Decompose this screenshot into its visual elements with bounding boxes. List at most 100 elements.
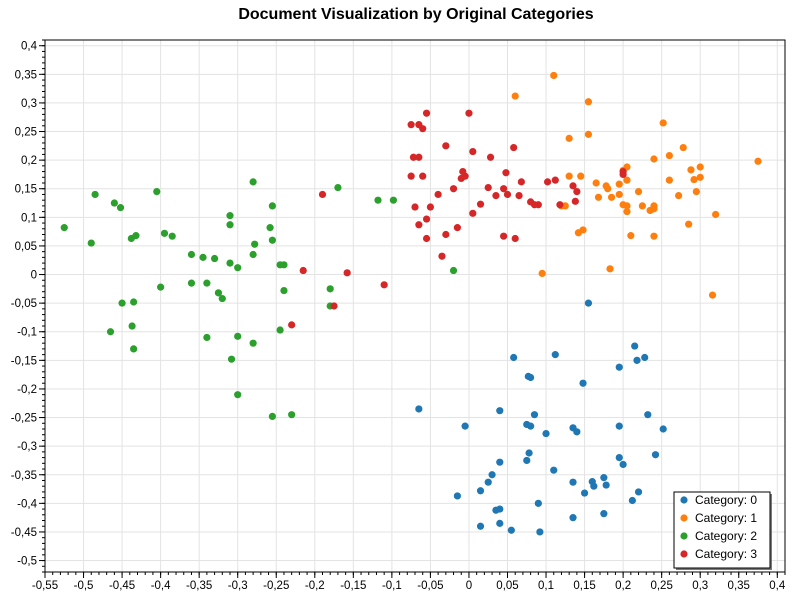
- data-point: [276, 326, 284, 334]
- y-tick-label: -0,5: [17, 556, 37, 568]
- data-point: [214, 289, 223, 297]
- data-point: [476, 487, 485, 495]
- data-point: [536, 528, 544, 536]
- y-tick-label: 0,4: [21, 41, 38, 53]
- data-point: [210, 254, 219, 263]
- data-point: [600, 474, 608, 482]
- data-point: [422, 215, 431, 223]
- y-tick-label: -0,3: [17, 441, 37, 453]
- data-point: [60, 224, 68, 232]
- data-point: [469, 147, 477, 156]
- data-point: [226, 212, 234, 220]
- data-point: [110, 199, 118, 207]
- data-point: [651, 451, 660, 459]
- legend-label: Category: 1: [695, 511, 757, 525]
- x-tick-label: 0,35: [728, 580, 750, 592]
- data-point: [569, 478, 577, 486]
- data-point: [500, 232, 508, 240]
- data-point: [453, 492, 461, 500]
- data-point: [326, 285, 334, 293]
- y-tick-label: -0,1: [17, 327, 37, 339]
- y-tick-label: 0: [31, 270, 37, 282]
- data-point: [665, 151, 673, 160]
- points-layer: [60, 71, 762, 536]
- data-point: [249, 250, 257, 259]
- data-point: [511, 234, 519, 243]
- data-point: [199, 253, 207, 261]
- data-point: [565, 172, 573, 180]
- y-tick-label: 0,25: [15, 127, 37, 139]
- data-point: [453, 224, 461, 232]
- data-point: [419, 172, 427, 180]
- data-point: [434, 190, 442, 199]
- series-3: [288, 109, 627, 329]
- data-point: [556, 201, 564, 209]
- data-point: [565, 134, 573, 142]
- data-point: [627, 232, 635, 240]
- data-point: [675, 191, 683, 200]
- data-point: [426, 203, 435, 211]
- data-point: [594, 193, 603, 201]
- data-point: [502, 169, 510, 177]
- x-tick-label: -0,3: [228, 580, 248, 592]
- data-point: [249, 178, 257, 186]
- data-point: [633, 356, 641, 364]
- data-point: [469, 209, 477, 217]
- x-tick-label: -0,55: [32, 580, 58, 592]
- legend: Category: 0 Category: 1 Category: 2 Categor…: [673, 491, 772, 570]
- data-point: [334, 183, 342, 192]
- data-point: [449, 185, 458, 193]
- data-point: [534, 201, 542, 209]
- y-tick-label: 0,05: [15, 241, 37, 253]
- data-point: [496, 458, 504, 466]
- data-point: [411, 203, 419, 211]
- data-point: [484, 478, 492, 486]
- y-tick-label: -0,15: [11, 355, 37, 367]
- data-point: [288, 411, 296, 419]
- data-point: [118, 299, 126, 307]
- data-point: [449, 266, 458, 275]
- data-point: [646, 206, 654, 215]
- x-tick-label: 0: [466, 580, 472, 592]
- y-tick-label: 0,15: [15, 184, 37, 196]
- series-1: [511, 71, 762, 299]
- data-point: [615, 363, 623, 371]
- data-point: [569, 514, 577, 522]
- data-point: [628, 496, 636, 505]
- data-point: [619, 170, 627, 179]
- x-tick-label: -0,05: [417, 580, 443, 592]
- data-point: [280, 261, 288, 269]
- data-point: [696, 163, 704, 171]
- data-point: [187, 279, 196, 287]
- data-point: [442, 142, 450, 150]
- data-point: [415, 221, 423, 229]
- data-point: [584, 98, 593, 106]
- data-point: [696, 173, 704, 181]
- data-point: [659, 119, 667, 127]
- legend-marker: [680, 550, 688, 558]
- data-point: [530, 411, 539, 419]
- data-point: [187, 250, 196, 259]
- data-point: [511, 92, 519, 100]
- data-point: [251, 240, 259, 248]
- legend-marker: [680, 532, 688, 540]
- data-point: [106, 328, 115, 336]
- data-point: [517, 178, 525, 186]
- data-point: [330, 302, 338, 310]
- data-point: [623, 176, 631, 184]
- data-point: [607, 193, 616, 201]
- data-point: [442, 230, 450, 239]
- data-point: [579, 226, 587, 234]
- y-tick-label: 0,35: [15, 69, 37, 81]
- data-point: [692, 187, 700, 196]
- data-point: [226, 221, 234, 229]
- x-tick-label: -0,4: [151, 580, 171, 592]
- data-point: [708, 291, 717, 299]
- y-tick-label: -0,25: [11, 413, 37, 425]
- data-point: [634, 488, 643, 496]
- data-point: [488, 471, 496, 479]
- data-point: [510, 143, 518, 152]
- data-point: [496, 505, 504, 513]
- data-point: [128, 322, 136, 330]
- data-point: [130, 345, 138, 353]
